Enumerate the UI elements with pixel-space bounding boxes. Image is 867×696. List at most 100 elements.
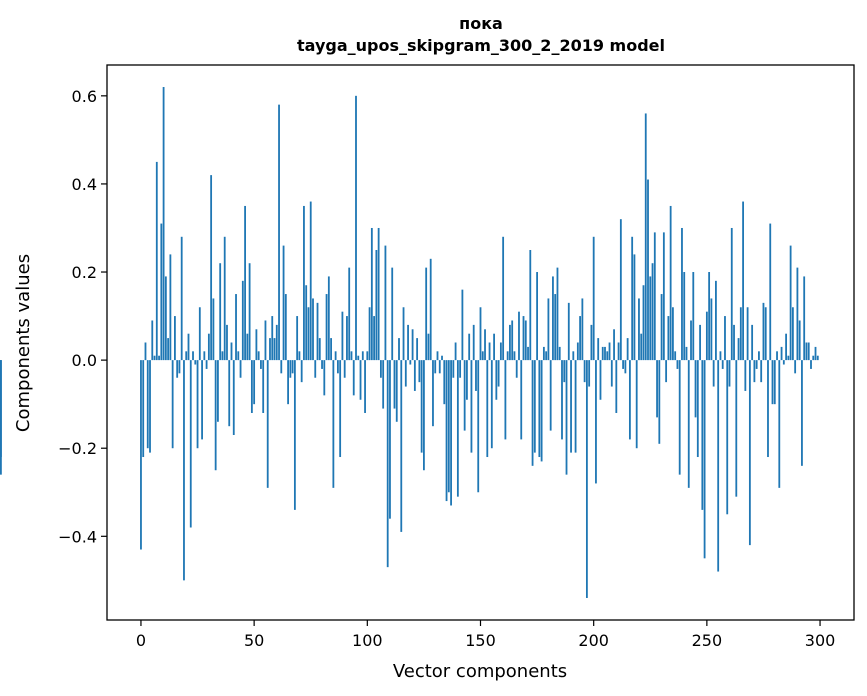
bar-271 xyxy=(753,360,756,383)
bar-24 xyxy=(194,360,197,365)
bar-153 xyxy=(486,360,489,458)
bar-67 xyxy=(291,360,294,374)
bar-270 xyxy=(751,324,754,361)
bar-55 xyxy=(264,320,267,361)
bar-105 xyxy=(377,227,380,361)
chart-subtitle: tayga_upos_skipgram_300_2_2019 model xyxy=(297,36,665,55)
bar-279 xyxy=(771,360,774,405)
bar-209 xyxy=(613,329,615,361)
bar-1 xyxy=(142,360,145,458)
bar-225 xyxy=(649,276,652,361)
bar-299 xyxy=(816,355,819,361)
bar-199 xyxy=(590,324,593,361)
bar-205 xyxy=(604,346,606,361)
bar-285 xyxy=(785,333,787,361)
bar-84 xyxy=(330,338,332,361)
y-tick-label: −0.4 xyxy=(58,527,97,546)
bar-185 xyxy=(558,346,561,361)
bar-100 xyxy=(366,351,369,361)
bar-128 xyxy=(429,258,432,361)
bar-289 xyxy=(794,360,797,374)
bar-244 xyxy=(692,272,695,361)
bar-83 xyxy=(327,276,330,361)
bar-260 xyxy=(728,360,731,387)
bar-117 xyxy=(404,360,407,387)
x-axis-label: Vector components xyxy=(393,661,567,682)
bar-261 xyxy=(730,227,733,361)
x-tick-label: 300 xyxy=(805,631,836,650)
bar-183 xyxy=(554,294,557,361)
bar-133 xyxy=(441,355,443,361)
bar-19 xyxy=(183,360,185,581)
bar-38 xyxy=(226,324,228,361)
bar-138 xyxy=(452,360,455,378)
bar-134 xyxy=(443,360,446,405)
bar-277 xyxy=(767,360,769,458)
bar-79 xyxy=(318,338,321,361)
x-tick-label: 0 xyxy=(136,631,146,650)
bar-163 xyxy=(509,324,511,361)
bar-8 xyxy=(158,355,160,361)
bar-22 xyxy=(189,360,192,528)
bar-221 xyxy=(640,333,643,361)
bar-249 xyxy=(703,360,706,559)
bar-139 xyxy=(454,342,457,361)
bar-131 xyxy=(436,351,439,361)
bar-113 xyxy=(395,360,398,422)
bar-39 xyxy=(228,360,231,427)
bar-171 xyxy=(527,346,529,361)
x-tick-label: 250 xyxy=(692,631,723,650)
bar-222 xyxy=(642,285,645,361)
bar-220 xyxy=(638,298,640,361)
bar-125 xyxy=(423,360,425,471)
bar-276 xyxy=(764,307,767,361)
bar-123 xyxy=(418,360,421,383)
bar-81 xyxy=(323,360,326,396)
bar-60 xyxy=(275,324,278,361)
bar-156 xyxy=(493,333,495,361)
bar-56 xyxy=(266,360,269,488)
bar-106 xyxy=(379,360,382,378)
bar-170 xyxy=(524,320,527,361)
bar-121 xyxy=(413,360,416,391)
bar-210 xyxy=(615,360,618,413)
bar-201 xyxy=(595,360,597,484)
bar-254 xyxy=(715,280,717,361)
bar-297 xyxy=(812,355,815,361)
bar-164 xyxy=(511,320,514,361)
bar-159 xyxy=(499,342,502,361)
bar-182 xyxy=(552,276,554,361)
bar-140 xyxy=(456,360,459,497)
bar-43 xyxy=(237,351,240,361)
bar-53 xyxy=(260,360,262,369)
bar-137 xyxy=(450,360,452,506)
bar-104 xyxy=(375,250,378,361)
bar-2 xyxy=(144,342,147,361)
bar-149 xyxy=(477,360,480,493)
bar-141 xyxy=(459,360,462,378)
bar-241 xyxy=(685,346,688,361)
bar-124 xyxy=(420,360,423,453)
x-tick-label: 50 xyxy=(244,631,264,650)
bar-87 xyxy=(336,360,339,374)
bar-275 xyxy=(762,302,765,361)
bar-44 xyxy=(239,360,242,378)
bar-11 xyxy=(164,276,167,361)
bar-150 xyxy=(479,307,482,361)
bar-5 xyxy=(151,320,154,361)
bar-50 xyxy=(253,360,256,405)
bar-188 xyxy=(565,360,568,475)
bar-45 xyxy=(241,280,244,361)
bar-169 xyxy=(522,316,525,361)
bar-86 xyxy=(334,351,337,361)
bar-62 xyxy=(280,360,283,374)
bar-46 xyxy=(244,205,246,361)
bar-93 xyxy=(350,351,353,361)
bar-291 xyxy=(798,320,801,361)
bar-232 xyxy=(665,360,668,383)
bar-267 xyxy=(744,360,747,391)
bar-3 xyxy=(146,360,149,449)
bar-72 xyxy=(303,205,305,361)
bar-242 xyxy=(687,360,690,488)
bar-96 xyxy=(357,355,360,361)
